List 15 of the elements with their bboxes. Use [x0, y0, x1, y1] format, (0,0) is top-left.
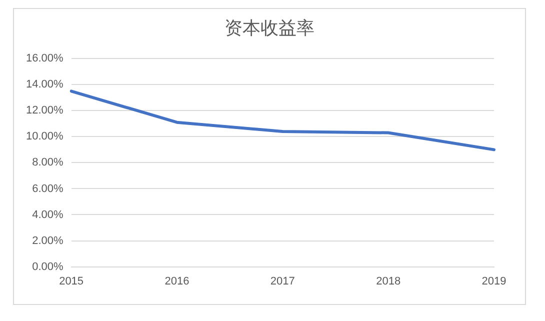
x-tick-label: 2016 — [164, 275, 190, 288]
x-tick-label: 2019 — [482, 275, 506, 288]
y-tick-label: 14.00% — [26, 78, 64, 91]
y-tick-label: 16.00% — [26, 52, 64, 65]
y-tick-label: 8.00% — [32, 156, 64, 169]
y-tick-label: 12.00% — [26, 104, 64, 117]
y-tick-label: 6.00% — [32, 182, 64, 195]
x-tick-label: 2018 — [376, 275, 401, 288]
x-tick-label: 2017 — [270, 275, 295, 288]
chart-title: 资本收益率 — [224, 17, 316, 40]
y-tick-label: 2.00% — [32, 234, 64, 247]
y-tick-label: 10.00% — [26, 130, 64, 143]
x-tick-label: 2015 — [59, 275, 84, 288]
y-tick-label: 0.00% — [32, 260, 64, 273]
y-tick-label: 4.00% — [32, 208, 64, 221]
